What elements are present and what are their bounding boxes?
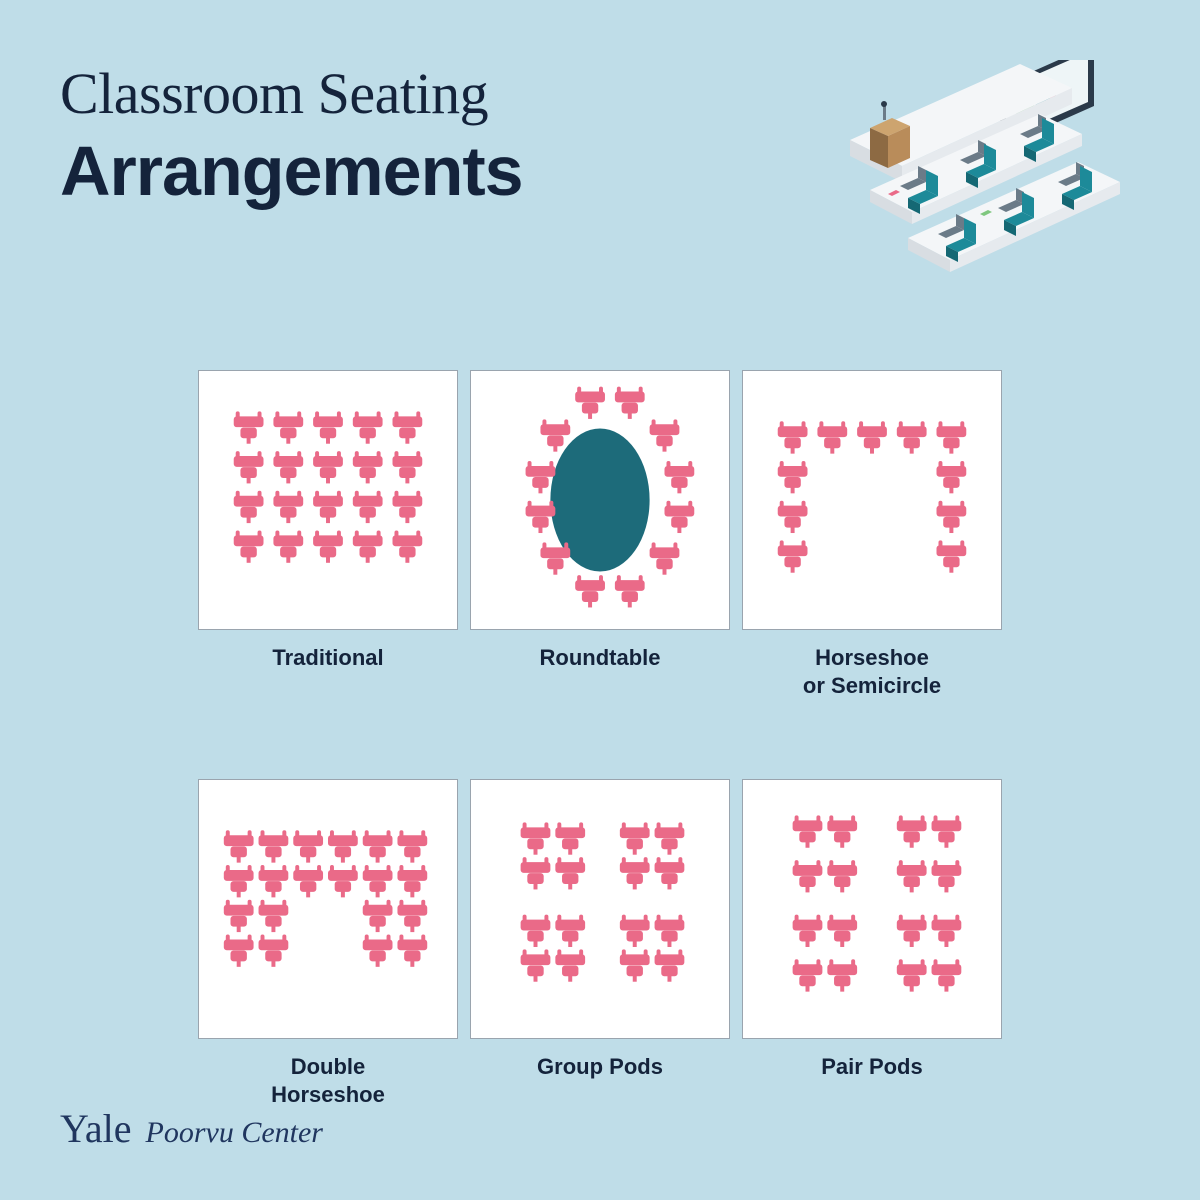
layout-cell-roundtable: Roundtable xyxy=(470,370,730,699)
layout-tile-double-horseshoe xyxy=(198,779,458,1039)
layout-cell-double-horseshoe: Double Horseshoe xyxy=(198,779,458,1108)
title-block: Classroom Seating Arrangements xyxy=(60,60,523,211)
footer-sub: Poorvu Center xyxy=(146,1116,323,1150)
title-line2: Arrangements xyxy=(60,131,523,211)
layout-tile-horseshoe xyxy=(742,370,1002,630)
page: Classroom Seating Arrangements xyxy=(0,0,1200,1200)
layout-cell-group-pods: Group Pods xyxy=(470,779,730,1108)
layout-label-traditional: Traditional xyxy=(272,644,383,672)
layout-cell-pair-pods: Pair Pods xyxy=(742,779,1002,1108)
header: Classroom Seating Arrangements xyxy=(60,60,1140,280)
layout-tile-traditional xyxy=(198,370,458,630)
layout-label-roundtable: Roundtable xyxy=(540,644,661,672)
layout-label-horseshoe: Horseshoe or Semicircle xyxy=(803,644,941,699)
layout-tile-group-pods xyxy=(470,779,730,1039)
layout-cell-traditional: Traditional xyxy=(198,370,458,699)
title-line1: Classroom Seating xyxy=(60,60,523,127)
classroom-isometric-icon xyxy=(810,60,1140,280)
footer-brand: Yale xyxy=(60,1105,132,1152)
layout-cell-horseshoe: Horseshoe or Semicircle xyxy=(742,370,1002,699)
layout-label-group-pods: Group Pods xyxy=(537,1053,663,1081)
isometric-svg xyxy=(810,60,1140,280)
layout-tile-pair-pods xyxy=(742,779,1002,1039)
layout-tile-roundtable xyxy=(470,370,730,630)
footer: Yale Poorvu Center xyxy=(60,1105,323,1152)
layout-label-double-horseshoe: Double Horseshoe xyxy=(271,1053,385,1108)
layout-grid: Traditional xyxy=(198,370,1002,1108)
layout-label-pair-pods: Pair Pods xyxy=(821,1053,922,1081)
layout-grid-wrap: Traditional xyxy=(60,370,1140,1108)
